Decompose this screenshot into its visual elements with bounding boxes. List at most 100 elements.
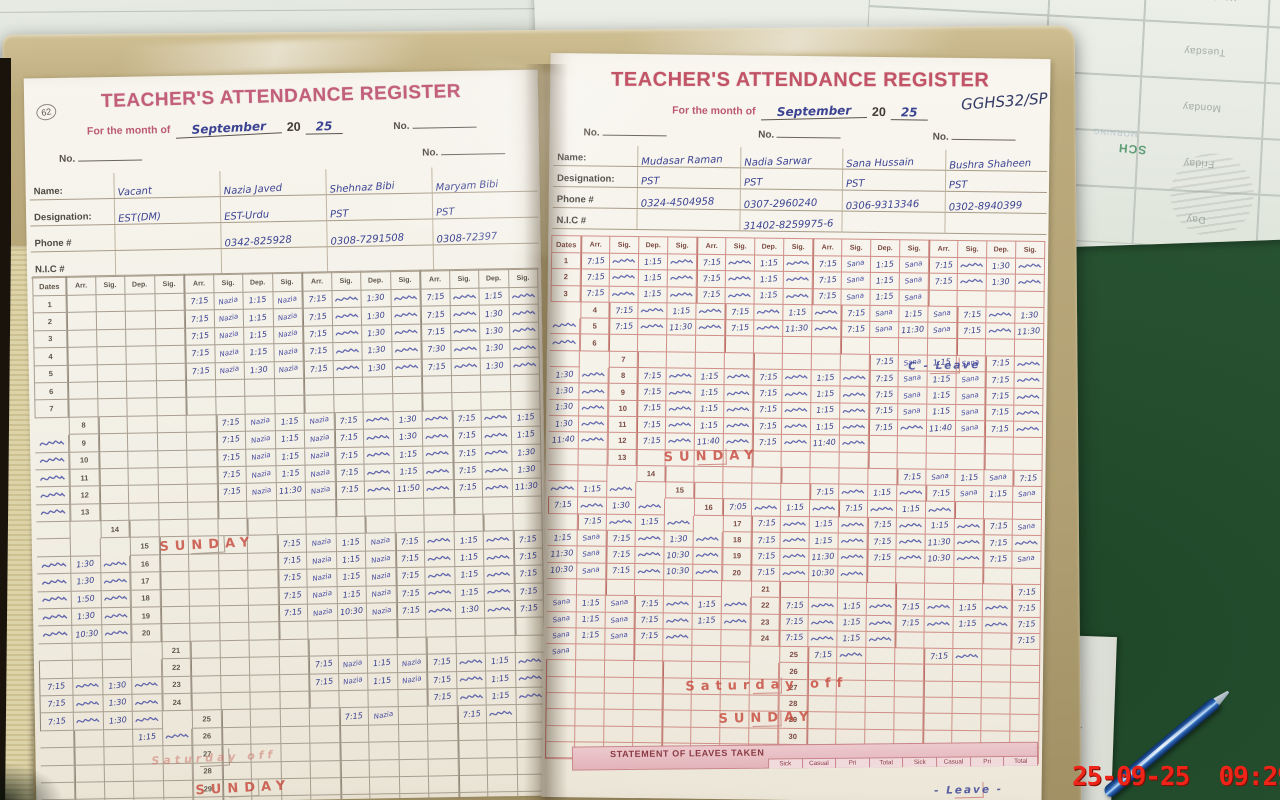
attendance-cell bbox=[422, 393, 453, 412]
attendance-cell: 7:15 bbox=[634, 596, 664, 613]
handwritten-entry: 7:15 bbox=[344, 710, 364, 722]
column-header: Dep. bbox=[361, 270, 391, 291]
attendance-cell: 7:15 bbox=[812, 288, 842, 306]
handwritten-entry: 1:30 bbox=[485, 360, 505, 372]
signature-scribble bbox=[784, 407, 808, 413]
handwritten-entry: 7:15 bbox=[642, 386, 662, 397]
handwritten-entry: 7:15 bbox=[756, 518, 776, 529]
column-header: Arr. bbox=[184, 273, 214, 294]
signature-scribble bbox=[727, 374, 750, 379]
attendance-cell bbox=[897, 485, 927, 503]
attendance-cell: Nazia bbox=[246, 448, 277, 467]
info-value-cell bbox=[943, 212, 1047, 235]
attendance-cell: 1:15 bbox=[455, 584, 485, 603]
handwritten-entry: 11:40 bbox=[929, 422, 953, 434]
attendance-cell bbox=[664, 515, 694, 532]
signature-scribble bbox=[669, 373, 692, 379]
attendance-cell bbox=[189, 606, 220, 625]
attendance-cell: 7:15 bbox=[609, 318, 639, 336]
attendance-cell bbox=[605, 644, 635, 662]
attendance-cell bbox=[398, 724, 429, 743]
no-label: No. bbox=[933, 129, 1016, 144]
attendance-cell bbox=[637, 351, 667, 369]
attendance-cell bbox=[133, 781, 164, 800]
attendance-cell bbox=[158, 502, 189, 521]
attendance-cell bbox=[781, 435, 811, 452]
signature-scribble bbox=[841, 538, 864, 544]
handwritten-entry: Nazia bbox=[250, 451, 271, 463]
signature-scribble bbox=[786, 293, 809, 299]
attendance-cell: 1:15 bbox=[393, 463, 424, 482]
handwritten-entry: 7:15 bbox=[872, 519, 892, 531]
handwritten-entry: 1:30 bbox=[484, 308, 504, 319]
attendance-cell: 7:15 bbox=[580, 285, 610, 303]
attendance-cell bbox=[508, 287, 539, 306]
handwritten-entry: Nazia bbox=[311, 554, 332, 566]
attendance-cell bbox=[952, 697, 982, 715]
signature-scribble bbox=[668, 406, 692, 411]
attendance-cell bbox=[219, 605, 250, 624]
attendance-cell bbox=[481, 427, 512, 446]
signature-scribble bbox=[811, 603, 835, 609]
attendance-cell bbox=[95, 294, 126, 313]
handwritten-entry: 1:30 bbox=[249, 364, 269, 376]
signature-scribble bbox=[40, 509, 66, 516]
attendance-cell: 1:30 bbox=[362, 359, 393, 378]
attendance-cell bbox=[155, 328, 186, 347]
attendance-cell bbox=[219, 623, 250, 642]
signature-scribble bbox=[900, 425, 924, 430]
attendance-cell bbox=[836, 696, 866, 714]
info-label: Phone # bbox=[34, 237, 72, 250]
attendance-cell: Sana bbox=[870, 305, 900, 323]
attendance-cell bbox=[129, 520, 160, 539]
attendance-cell bbox=[308, 621, 339, 640]
handwritten-entry: 7:15 bbox=[309, 363, 328, 375]
handwritten-entry: Sana bbox=[960, 423, 980, 434]
attendance-cell: 1:15 bbox=[984, 486, 1014, 504]
attendance-cell: 1:15 bbox=[243, 309, 274, 328]
attendance-cell: 7:15 bbox=[751, 532, 781, 550]
attendance-cell: Sana bbox=[1013, 486, 1043, 504]
signature-scribble bbox=[165, 733, 189, 740]
attendance-cell bbox=[422, 428, 453, 447]
paper-fold-line bbox=[0, 7, 566, 14]
attendance-cell bbox=[187, 467, 218, 486]
handwritten-entry: 1:15 bbox=[932, 390, 951, 401]
attendance-cell bbox=[220, 675, 251, 694]
handwritten-entry: 7:15 bbox=[339, 414, 359, 426]
attendance-cell: 1:15 bbox=[953, 600, 983, 617]
signature-scribble bbox=[453, 363, 478, 369]
handwritten-entry: Nazia bbox=[309, 484, 331, 497]
attendance-cell bbox=[37, 574, 72, 593]
attendance-cell: Sana bbox=[955, 486, 985, 503]
attendance-cell bbox=[840, 370, 870, 388]
date-row-number: 14 bbox=[636, 465, 666, 483]
handwritten-value: Vacant bbox=[117, 185, 153, 199]
handwritten-entry: Sana bbox=[904, 291, 923, 303]
handwritten-entry: 7:15 bbox=[900, 617, 920, 629]
attendance-cell bbox=[67, 330, 97, 348]
column-header: Sig. bbox=[784, 237, 814, 257]
handwritten-entry: 7:15 bbox=[401, 587, 421, 599]
handwritten-entry: 7:15 bbox=[874, 422, 893, 433]
attendance-cell bbox=[189, 554, 219, 572]
attendance-cell bbox=[365, 516, 396, 535]
handwritten-entry: 7:15 bbox=[340, 484, 360, 496]
attendance-cell: 1:15 bbox=[638, 286, 668, 304]
attendance-cell bbox=[783, 272, 813, 289]
attendance-cell: 1:15 bbox=[754, 288, 784, 305]
attendance-cell bbox=[724, 385, 754, 403]
handwritten-value: 0324-4504958 bbox=[640, 196, 715, 210]
attendance-cell bbox=[451, 375, 482, 394]
handwritten-entry: 7:15 bbox=[756, 567, 775, 578]
attendance-cell bbox=[397, 637, 427, 656]
attendance-cell bbox=[482, 461, 513, 480]
info-value-cell: 0308-7291508 bbox=[326, 219, 433, 248]
attendance-cell: 7:15 bbox=[867, 533, 897, 551]
attendance-cell: 7:15 bbox=[427, 671, 457, 690]
handwritten-entry: 7:15 bbox=[815, 486, 834, 497]
attendance-cell bbox=[925, 502, 956, 519]
handwritten-entry: 1:15 bbox=[581, 614, 600, 625]
attendance-cell bbox=[751, 499, 782, 517]
attendance-cell: 1:15 bbox=[336, 568, 367, 587]
